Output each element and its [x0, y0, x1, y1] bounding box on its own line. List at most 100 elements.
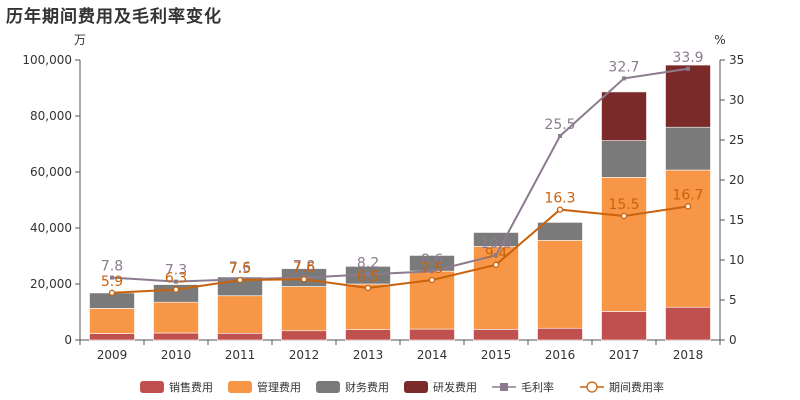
bar-管理费用 [89, 308, 135, 334]
data-label-毛利率: 7.8 [101, 259, 123, 275]
x-tick-label: 2010 [161, 348, 192, 362]
point-期间费用率 [428, 276, 436, 284]
bar-财务费用 [601, 140, 647, 178]
point-毛利率 [174, 279, 178, 284]
point-毛利率 [622, 76, 626, 81]
bar-管理费用 [153, 301, 199, 334]
left-axis-unit: 万 [74, 33, 86, 47]
x-tick-label: 2013 [353, 348, 384, 362]
left-tick-label: 80,000 [30, 109, 72, 123]
right-tick-label: 30 [729, 93, 744, 107]
right-tick-label: 15 [729, 213, 744, 227]
bar-研发费用 [665, 64, 711, 128]
point-期间费用率 [236, 276, 244, 284]
bar-管理费用 [601, 177, 647, 312]
legend-label-研发费用: 研发费用 [433, 380, 477, 394]
right-tick-label: 10 [729, 253, 744, 267]
x-tick-label: 2017 [609, 348, 640, 362]
point-期间费用率 [108, 289, 116, 296]
legend-swatch-管理费用 [228, 381, 252, 393]
line-期间费用率 [111, 205, 689, 294]
legend-label-销售费用: 销售费用 [169, 380, 213, 394]
data-label-期间费用率: 15.5 [608, 197, 639, 213]
x-tick-label: 2015 [481, 348, 512, 362]
x-tick-label: 2016 [545, 348, 576, 362]
data-label-期间费用率: 9.4 [485, 246, 507, 262]
bar-财务费用 [537, 222, 583, 241]
chart-title: 历年期间费用及毛利率变化 [6, 7, 222, 27]
x-tick-label: 2014 [417, 348, 448, 362]
bar-销售费用 [217, 332, 263, 341]
data-label-期间费用率: 7.5 [229, 261, 251, 277]
point-毛利率 [430, 269, 434, 274]
data-label-毛利率: 8.6 [421, 252, 443, 268]
bar-销售费用 [409, 328, 455, 341]
bar-管理费用 [665, 169, 711, 308]
data-label-毛利率: 10.6 [480, 236, 511, 252]
point-毛利率 [686, 66, 690, 71]
left-tick-label: 20,000 [30, 277, 72, 291]
bar-研发费用 [601, 91, 647, 141]
legend-marker-毛利率 [500, 383, 508, 391]
x-tick-label: 2012 [289, 348, 320, 362]
data-label-毛利率: 7.3 [165, 263, 187, 279]
right-tick-label: 0 [729, 333, 737, 347]
point-期间费用率 [556, 206, 564, 213]
legend-marker-期间费用率 [586, 381, 598, 393]
bar-销售费用 [537, 327, 583, 341]
data-label-期间费用率: 16.3 [544, 191, 575, 207]
right-tick-label: 25 [729, 133, 744, 147]
legend-label-毛利率: 毛利率 [521, 380, 554, 394]
bar-销售费用 [601, 311, 647, 341]
data-label-毛利率: 7.6 [229, 260, 251, 276]
bar-销售费用 [665, 306, 711, 341]
data-label-期间费用率: 6.5 [357, 269, 379, 285]
bar-财务费用 [665, 126, 711, 171]
point-期间费用率 [172, 286, 180, 293]
x-tick-label: 2018 [673, 348, 704, 362]
bar-销售费用 [153, 332, 199, 341]
x-tick-label: 2009 [97, 348, 128, 362]
bar-销售费用 [473, 329, 519, 341]
data-label-期间费用率: 7.6 [293, 260, 315, 276]
data-label-毛利率: 7.8 [293, 259, 315, 275]
legend-label-管理费用: 管理费用 [257, 380, 301, 394]
data-label-期间费用率: 5.9 [101, 274, 123, 290]
legend-swatch-财务费用 [316, 381, 340, 393]
right-tick-label: 35 [729, 53, 744, 67]
point-毛利率 [366, 272, 370, 277]
legend-label-财务费用: 财务费用 [345, 380, 389, 394]
left-tick-label: 40,000 [30, 221, 72, 235]
data-label-期间费用率: 16.7 [672, 187, 703, 203]
point-期间费用率 [492, 261, 500, 268]
data-label-期间费用率: 7.5 [421, 261, 443, 277]
point-毛利率 [494, 253, 498, 258]
bar-销售费用 [345, 329, 391, 341]
bar-管理费用 [345, 283, 391, 330]
data-label-期间费用率: 6.3 [165, 271, 187, 287]
point-毛利率 [558, 134, 562, 138]
point-期间费用率 [300, 276, 308, 283]
right-tick-label: 5 [729, 293, 737, 307]
bar-销售费用 [281, 330, 327, 341]
bar-管理费用 [281, 286, 327, 332]
left-tick-label: 60,000 [30, 165, 72, 179]
point-毛利率 [110, 275, 114, 280]
point-期间费用率 [364, 284, 372, 292]
line-毛利率 [111, 67, 689, 283]
left-tick-label: 0 [64, 333, 72, 347]
data-label-毛利率: 32.7 [608, 59, 639, 75]
bar-管理费用 [217, 295, 263, 334]
bar-管理费用 [537, 240, 583, 329]
bar-财务费用 [153, 284, 199, 303]
right-axis-unit: % [714, 33, 725, 47]
legend-swatch-研发费用 [404, 381, 428, 393]
right-tick-label: 20 [729, 173, 744, 187]
legend-label-期间费用率: 期间费用率 [609, 380, 664, 394]
point-期间费用率 [684, 203, 692, 210]
data-label-毛利率: 25.5 [544, 117, 575, 133]
legend-swatch-销售费用 [140, 381, 164, 393]
bar-销售费用 [89, 333, 135, 341]
